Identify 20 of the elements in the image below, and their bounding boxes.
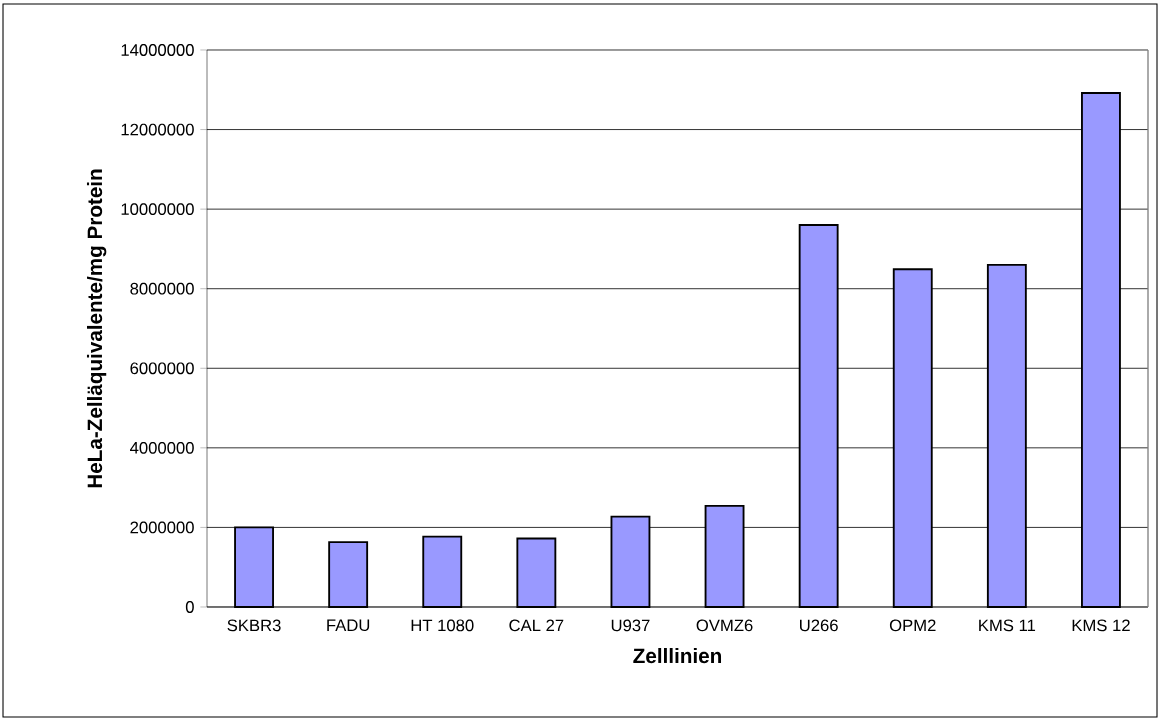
x-tick-label: HT 1080: [411, 619, 474, 632]
x-tick-label: U266: [800, 619, 838, 632]
x-tick-label: SKBR3: [227, 619, 281, 632]
y-tick-label: 14000000: [121, 44, 194, 56]
x-tick-label: OPM2: [889, 619, 936, 632]
x-axis-title: Zelllinien: [633, 647, 722, 664]
y-axis-title: HeLa-Zelläquivalente/mg Protein: [86, 169, 107, 488]
y-tick-label: 0: [185, 601, 194, 613]
y-tick-label: 6000000: [130, 362, 194, 375]
y-tick-label: 4000000: [130, 441, 194, 454]
y-tick-label: 12000000: [121, 123, 194, 136]
x-tick-label: KMS 12: [1072, 619, 1130, 632]
x-tick-label: U937: [611, 619, 650, 632]
x-tick-label: KMS 11: [979, 619, 1036, 632]
y-tick-label: 8000000: [130, 282, 194, 295]
x-tick-label: CAL 27: [509, 619, 564, 632]
x-tick-label: OVMZ6: [696, 619, 753, 632]
y-tick-label: 10000000: [121, 203, 194, 216]
y-tick-label: 2000000: [130, 521, 194, 534]
x-tick-label: FADU: [327, 619, 370, 632]
